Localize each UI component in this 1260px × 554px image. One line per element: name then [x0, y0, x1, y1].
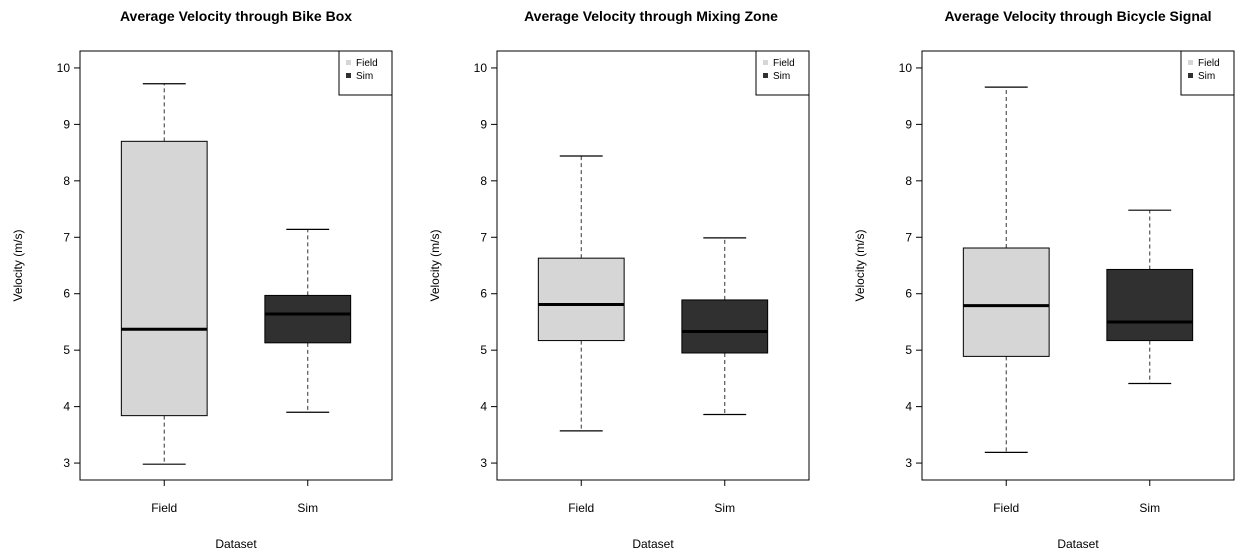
iqr-box [120, 140, 208, 417]
chart-title: Average Velocity through Bicycle Signal [944, 8, 1211, 24]
y-tick-label: 10 [899, 61, 913, 75]
iqr-box [264, 294, 352, 344]
legend-label-sim: Sim [773, 71, 790, 82]
iqr-box [1106, 268, 1194, 342]
iqr-box [962, 247, 1050, 357]
x-axis-label: Dataset [632, 537, 674, 551]
y-tick-label: 8 [480, 174, 487, 188]
y-tick-label: 6 [63, 287, 70, 301]
box-sim [1106, 209, 1194, 385]
legend: Field Sim [1180, 50, 1235, 96]
box-field [537, 155, 625, 432]
y-axis-label: Velocity (m/s) [428, 229, 442, 301]
iqr-box [681, 299, 769, 354]
legend-label-field: Field [773, 58, 795, 69]
legend-swatch-field [763, 60, 768, 65]
x-axis-label: Dataset [215, 537, 257, 551]
y-tick-label: 3 [905, 456, 912, 470]
legend-label-sim: Sim [1198, 71, 1215, 82]
x-tick-label: Field [993, 501, 1019, 515]
y-tick-label: 9 [905, 117, 912, 131]
chart-panel-1: Average Velocity through Bike Box 3 4 5 6 7 8 9… [11, 8, 393, 551]
y-tick-label: 7 [63, 230, 70, 244]
y-tick-label: 9 [480, 117, 487, 131]
y-tick-label: 4 [480, 400, 487, 414]
plot-frame [496, 50, 810, 481]
legend-label-field: Field [1198, 58, 1220, 69]
x-tick-label: Sim [714, 501, 735, 515]
box-sim [264, 228, 352, 413]
legend-swatch-sim [346, 73, 351, 78]
chart-panel-2: Average Velocity through Mixing Zone 3 4 5 6… [428, 8, 810, 551]
chart-panel-3: Average Velocity through Bicycle Signal 3… [853, 8, 1235, 551]
chart-title: Average Velocity through Mixing Zone [524, 8, 778, 24]
box-field [120, 83, 208, 465]
legend: Field Sim [755, 50, 810, 96]
box-field [962, 86, 1050, 453]
y-tick-label: 8 [905, 174, 912, 188]
y-tick-label: 5 [480, 343, 487, 357]
y-tick-label: 7 [480, 230, 487, 244]
x-tick-label: Sim [297, 501, 318, 515]
chart-title: Average Velocity through Bike Box [120, 8, 352, 24]
y-tick-label: 3 [63, 456, 70, 470]
y-tick-label: 7 [905, 230, 912, 244]
legend-label-sim: Sim [356, 71, 373, 82]
y-tick-label: 6 [480, 287, 487, 301]
box-sim [681, 237, 769, 416]
y-tick-label: 10 [57, 61, 71, 75]
x-tick-label: Field [151, 501, 177, 515]
y-axis-label: Velocity (m/s) [853, 229, 867, 301]
y-tick-label: 10 [474, 61, 488, 75]
legend-swatch-sim [763, 73, 768, 78]
y-tick-label: 5 [905, 343, 912, 357]
y-tick-label: 5 [63, 343, 70, 357]
x-tick-label: Sim [1139, 501, 1160, 515]
x-axis-label: Dataset [1057, 537, 1099, 551]
y-tick-label: 4 [905, 400, 912, 414]
y-tick-label: 8 [63, 174, 70, 188]
y-tick-label: 9 [63, 117, 70, 131]
y-tick-label: 4 [63, 400, 70, 414]
y-axis-label: Velocity (m/s) [11, 229, 25, 301]
legend-swatch-field [1188, 60, 1193, 65]
legend-swatch-sim [1188, 73, 1193, 78]
legend-label-field: Field [356, 58, 378, 69]
y-tick-label: 6 [905, 287, 912, 301]
plot-frame [921, 50, 1235, 481]
legend-swatch-field [346, 60, 351, 65]
legend: Field Sim [338, 50, 393, 96]
y-tick-label: 3 [480, 456, 487, 470]
plot-frame [79, 50, 393, 481]
iqr-box [537, 257, 625, 342]
x-tick-label: Field [568, 501, 594, 515]
